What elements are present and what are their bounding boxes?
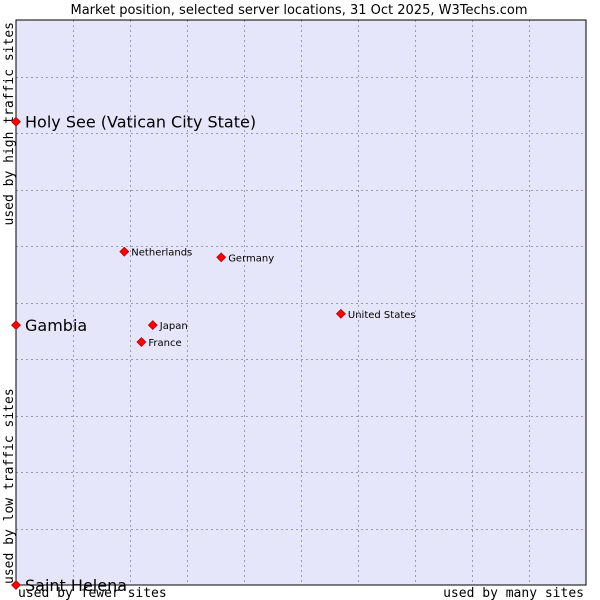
point-label: Netherlands [131,248,192,259]
plot-border [15,19,587,586]
point-label: Germany [228,253,274,264]
data-point-united-states: United States [335,308,416,321]
point-marker [136,337,147,347]
point-label: France [148,338,181,349]
y-axis-low-label: used by low traffic sites [2,388,17,584]
point-label: Holy See (Vatican City State) [25,113,256,132]
data-point-germany: Germany [216,252,274,264]
data-point-saint-helena: Saint Helena [11,576,127,595]
point-marker [11,580,21,590]
data-point-japan: Japan [147,320,188,332]
point-marker [335,308,346,319]
x-axis-high-label: used by many sites [443,586,584,600]
gridlines [16,20,586,585]
y-axis-high-label: used by high traffic sites [2,22,17,226]
point-label: Japan [159,321,188,332]
point-marker [11,320,21,331]
point-label: Gambia [25,316,87,335]
x-axis-low-label: used by fewer sites [18,586,167,600]
chart-title: Market position, selected server locatio… [70,3,527,18]
data-points: Holy See (Vatican City State) Netherlands… [11,113,416,595]
point-label: United States [348,310,416,321]
point-marker [147,320,158,331]
data-point-holy-see-vatican-city-state: Holy See (Vatican City State) [11,113,256,132]
point-marker [119,246,130,257]
point-marker [11,116,21,127]
data-point-gambia: Gambia [11,316,87,335]
point-label: Saint Helena [25,576,127,595]
data-point-france: France [136,337,182,349]
data-point-netherlands: Netherlands [119,246,192,259]
point-marker [216,252,227,263]
